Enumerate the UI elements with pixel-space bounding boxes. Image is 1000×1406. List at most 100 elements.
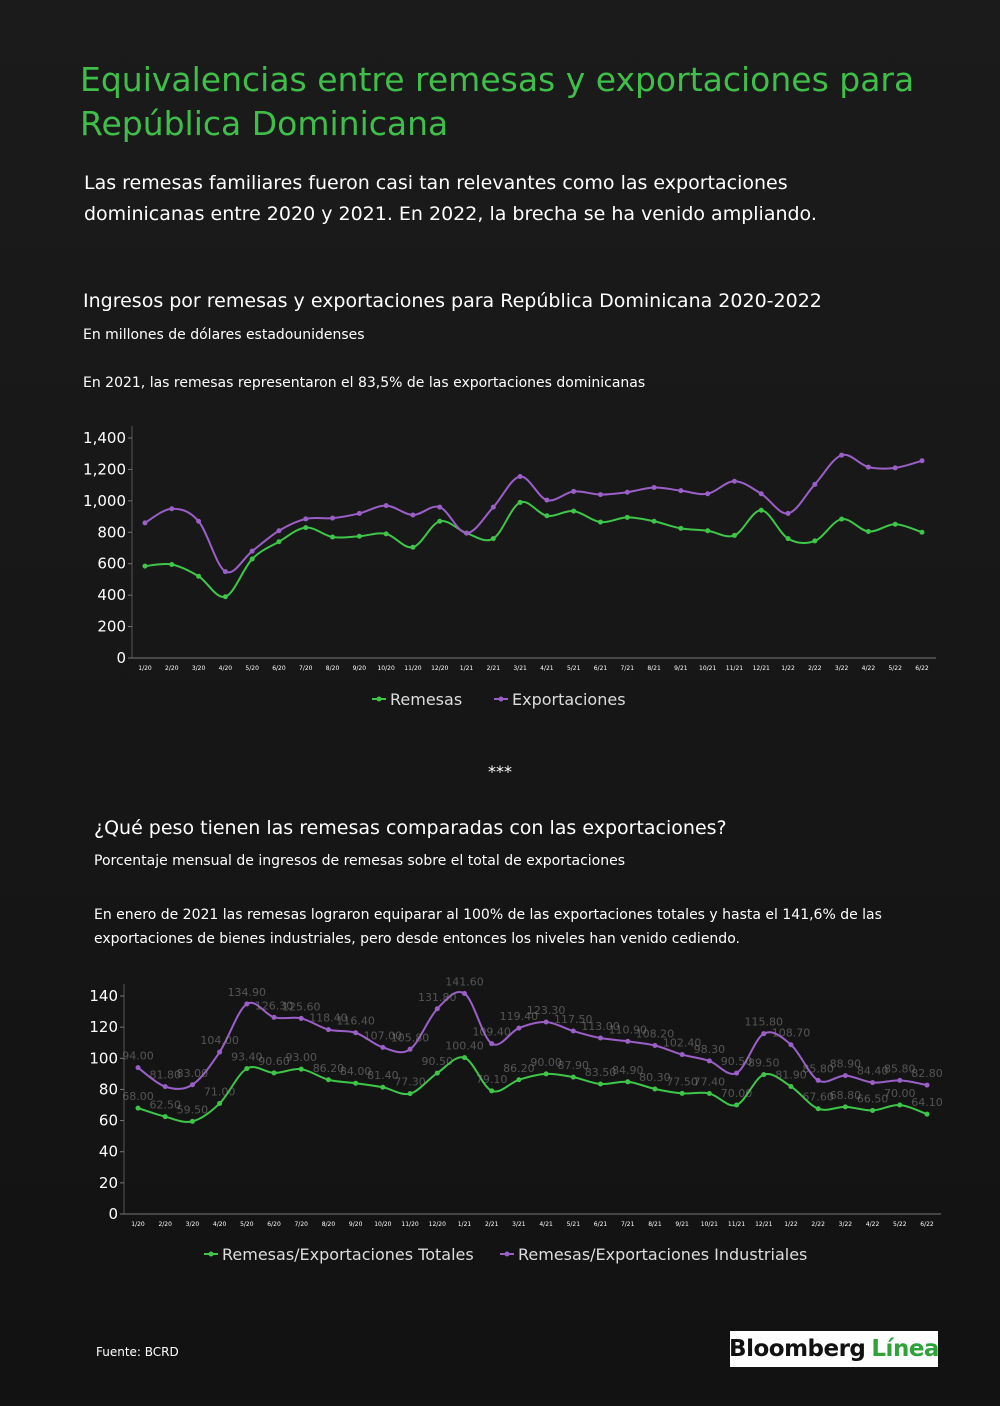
data-label: 93.00 — [285, 1051, 317, 1064]
data-label: 93.40 — [231, 1051, 263, 1064]
data-label: 68.00 — [122, 1090, 154, 1103]
data-label: 131.80 — [418, 991, 457, 1004]
x-tick-label: 11/20 — [401, 1221, 418, 1228]
x-tick-label: 4/20 — [219, 665, 233, 672]
x-tick-label: 11/21 — [728, 1221, 745, 1228]
data-point — [761, 1072, 767, 1078]
data-label: 104.00 — [200, 1034, 239, 1047]
data-point — [543, 1019, 549, 1025]
data-label: 126.30 — [255, 999, 294, 1012]
data-point — [222, 594, 228, 600]
data-point — [897, 1077, 903, 1083]
source: Fuente: BCRD — [96, 1345, 179, 1359]
data-point — [570, 1028, 576, 1034]
data-point — [679, 1090, 685, 1096]
data-label: 100.40 — [445, 1040, 484, 1053]
data-point — [217, 1049, 223, 1055]
x-tick-label: 3/22 — [835, 665, 849, 672]
data-point — [142, 520, 148, 526]
data-point — [731, 478, 737, 484]
data-point — [356, 510, 362, 516]
data-point — [196, 573, 202, 579]
legend-swatch-dot — [208, 1251, 214, 1257]
x-tick-label: 6/20 — [272, 665, 286, 672]
x-tick-label: 1/22 — [781, 665, 795, 672]
x-tick-label: 10/20 — [377, 665, 394, 672]
x-tick-label: 1/22 — [784, 1221, 798, 1228]
x-tick-label: 5/21 — [567, 1221, 581, 1228]
data-point — [570, 1074, 576, 1080]
data-point — [678, 525, 684, 531]
chart-title: Ingresos por remesas y exportaciones par… — [83, 290, 822, 312]
data-point — [919, 458, 925, 464]
chart-title: ¿Qué peso tienen las remesas comparadas … — [94, 817, 727, 839]
x-tick-label: 5/22 — [893, 1221, 907, 1228]
page-title: Equivalencias entre remesas y exportacio… — [80, 60, 915, 143]
x-tick-label: 9/20 — [349, 1221, 363, 1228]
data-point — [544, 497, 550, 503]
y-tick-label: 400 — [97, 586, 126, 604]
data-point — [788, 1083, 794, 1089]
data-point — [734, 1102, 740, 1108]
x-tick-label: 3/20 — [186, 1221, 200, 1228]
x-tick-label: 8/21 — [647, 665, 661, 672]
data-label: 107.00 — [364, 1029, 403, 1042]
data-point — [812, 538, 818, 544]
data-point — [461, 991, 467, 997]
x-tick-label: 11/20 — [404, 665, 421, 672]
x-tick-label: 2/20 — [165, 665, 179, 672]
x-tick-label: 6/22 — [915, 665, 929, 672]
data-point — [489, 1088, 495, 1094]
data-point — [271, 1070, 277, 1076]
data-label: 83.00 — [177, 1067, 209, 1080]
data-label: 108.70 — [772, 1027, 811, 1040]
legend-label: Remesas/Exportaciones Industriales — [518, 1245, 807, 1264]
x-tick-label: 4/22 — [866, 1221, 880, 1228]
data-label: 113.00 — [581, 1020, 620, 1033]
data-point — [597, 519, 603, 525]
x-tick-label: 10/20 — [374, 1221, 391, 1228]
logo-product: Línea — [871, 1336, 939, 1362]
x-tick-label: 4/22 — [862, 665, 876, 672]
x-tick-label: 3/20 — [192, 665, 206, 672]
data-point — [142, 563, 148, 569]
x-tick-label: 7/21 — [621, 665, 635, 672]
data-label: 70.00 — [721, 1087, 753, 1100]
data-point — [437, 504, 443, 510]
x-tick-label: 3/21 — [512, 1221, 526, 1228]
data-point — [489, 1041, 495, 1047]
data-label: 119.40 — [500, 1010, 539, 1023]
data-point — [865, 529, 871, 534]
data-point — [597, 492, 603, 498]
data-point — [624, 489, 630, 495]
data-point — [705, 491, 711, 497]
data-point — [624, 514, 630, 520]
data-label: 90.60 — [258, 1055, 290, 1068]
data-label: 117.50 — [554, 1013, 593, 1026]
data-point — [706, 1090, 712, 1096]
data-point — [330, 534, 336, 540]
data-point — [652, 1086, 658, 1092]
data-point — [437, 518, 443, 524]
data-point — [678, 488, 684, 494]
y-tick-label: 1,200 — [83, 460, 126, 478]
data-point — [598, 1081, 604, 1087]
intro: Las remesas familiares fueron casi tan r… — [84, 172, 817, 225]
data-point — [303, 516, 309, 522]
data-label: 67.60 — [802, 1091, 834, 1104]
x-tick-label: 11/21 — [726, 665, 743, 672]
data-label: 89.50 — [748, 1057, 780, 1070]
data-point — [464, 530, 470, 536]
legend-swatch-dot — [504, 1251, 510, 1257]
x-tick-label: 1/20 — [131, 1221, 145, 1228]
x-tick-label: 12/20 — [431, 665, 448, 672]
data-point — [625, 1038, 631, 1044]
legend-label: Exportaciones — [512, 690, 626, 709]
y-tick-label: 1,000 — [83, 492, 126, 510]
data-point — [356, 533, 362, 539]
data-point — [298, 1015, 304, 1021]
data-label: 87.90 — [558, 1059, 590, 1072]
data-label: 141.60 — [445, 976, 484, 989]
data-point — [461, 1055, 467, 1061]
x-tick-label: 9/21 — [674, 665, 688, 672]
